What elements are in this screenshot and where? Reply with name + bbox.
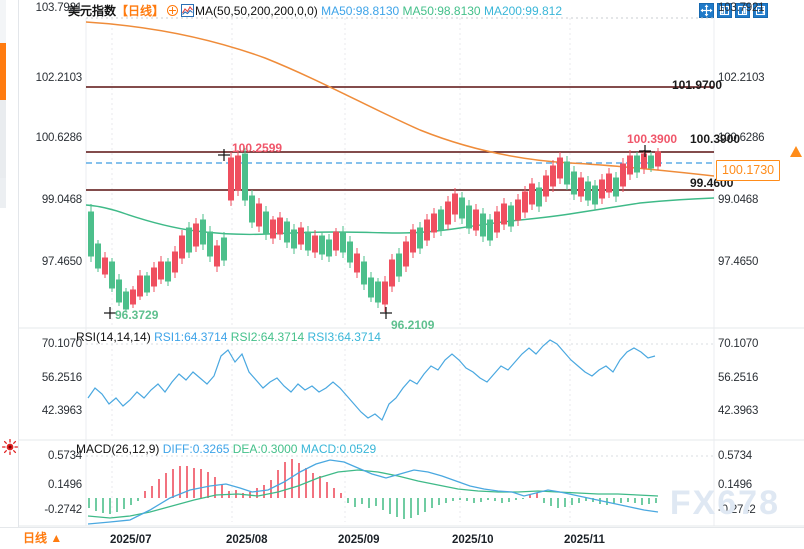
macd-dea-line (87, 469, 659, 519)
chart-header-legend: 美元指数【日线】 MA(50,50,200,200,0,0) MA50:98.81… (68, 4, 562, 18)
price-axis-right-2: 100.6286 (718, 132, 765, 144)
rsi-axis-right-1: 56.2516 (718, 372, 759, 384)
rail-segment-grey-mid (0, 100, 6, 178)
ma200-line (86, 21, 714, 177)
swing-high-marker (218, 149, 230, 161)
ma-formula-label: MA(50,50,200,200,0,0) (195, 4, 318, 18)
time-axis-bar (0, 527, 804, 549)
current-price-tag[interactable]: 100.1730 (716, 160, 781, 181)
macd-histogram (88, 459, 657, 519)
ma50-value-2: MA50:98.8130 (402, 4, 481, 18)
time-axis-label-1: 2025/08 (226, 534, 268, 546)
macd-axis-left-1: 0.1496 (48, 479, 82, 491)
macd-diff-value: DIFF:0.3265 (162, 442, 230, 456)
rsi-plot (86, 339, 714, 421)
price-axis-left-0: 103.7921 (35, 2, 83, 14)
rsi-axis-left-0: 70.1070 (41, 338, 82, 350)
time-axis-label-3: 2025/10 (452, 534, 494, 546)
time-axis-label-4: 2025/11 (564, 534, 605, 546)
chart-toolbar (699, 3, 768, 18)
ma50-line (86, 197, 714, 236)
swing-low-marker-mid (380, 307, 392, 319)
rail-segment-orange (0, 43, 6, 100)
line-label-101-97: 101.9700 (672, 78, 723, 92)
macd-title: MACD(26,12,9) (76, 442, 160, 456)
rsi-axis-left-2: 42.3963 (41, 405, 82, 417)
crosshair-move-button[interactable] (699, 3, 714, 18)
swing-low-mid-label: 96.2109 (391, 318, 435, 332)
left-sidebar-rail (0, 0, 19, 549)
rsi2-value: RSI2:64.3714 (230, 330, 305, 344)
price-axis-left-4: 97.4650 (41, 256, 82, 268)
macd-dea-value: DEA:0.3000 (232, 442, 298, 456)
price-tag-arrow-icon (790, 146, 802, 157)
footer-period-label[interactable]: 日线 ▲ (23, 531, 63, 545)
rsi-title: RSI(14,14,14) (76, 330, 151, 344)
rsi-line (87, 339, 656, 421)
macd-value: MACD:0.0529 (300, 442, 377, 456)
macd-axis-right-1: 0.1496 (718, 479, 752, 491)
resistance-label-red: 100.3900 (627, 132, 678, 146)
rsi3-value: RSI3:64.3714 (307, 330, 381, 344)
candlestick-series (88, 148, 661, 312)
alert-sun-icon[interactable] (2, 439, 18, 455)
swing-low-left-label: 96.3729 (115, 308, 159, 322)
macd-plot (86, 455, 714, 525)
price-axis-right-1: 102.2103 (718, 72, 765, 84)
period-label: 【日线】 (116, 4, 165, 18)
price-axis-left-1: 102.2103 (35, 72, 83, 84)
macd-axis-left-0: 0.5734 (48, 450, 82, 462)
price-axis-right-0: 103.7921 (718, 2, 765, 14)
macd-axis-right-2: -0.2742 (718, 504, 756, 516)
rail-segment-grey-top (0, 0, 6, 43)
crosshair-circle-icon[interactable] (167, 5, 179, 16)
price-axis-left-3: 99.0468 (41, 194, 82, 206)
macd-axis-right-0: 0.5734 (718, 450, 752, 462)
rsi-legend: RSI(14,14,14) RSI1:64.3714 RSI2:64.3714 … (76, 330, 381, 344)
rsi1-value: RSI1:64.3714 (154, 330, 228, 344)
expand-right-button[interactable] (753, 3, 768, 18)
rail-segment-grey-low (0, 178, 6, 208)
price-axis-right-4: 97.4650 (718, 256, 759, 268)
scale-right-button[interactable] (735, 3, 750, 18)
price-axis-right-3: 99.0468 (718, 194, 759, 206)
ma200-value: MA200:99.812 (483, 4, 562, 18)
time-axis-label-0: 2025/07 (110, 534, 152, 546)
ma-indicator-icon[interactable] (181, 4, 195, 17)
rsi-axis-right-2: 42.3963 (718, 405, 759, 417)
time-axis-label-2: 2025/09 (338, 534, 380, 546)
rsi-axis-right-0: 70.1070 (718, 338, 759, 350)
macd-legend: MACD(26,12,9) DIFF:0.3265 DEA:0.3000 MAC… (76, 442, 376, 456)
symbol-name: 美元指数 (68, 4, 117, 18)
swing-low-marker-left (104, 307, 116, 319)
price-axis-left-2: 100.6286 (35, 132, 83, 144)
last-candle-marker (639, 145, 651, 157)
resistance-label-dark: 100.3900 (690, 132, 741, 146)
scale-left-button[interactable] (717, 3, 732, 18)
macd-diff-line (87, 459, 659, 525)
swing-high-label: 100.2599 (232, 141, 283, 155)
rsi-axis-left-1: 56.2516 (41, 372, 82, 384)
brand-watermark: FX678 (669, 484, 780, 522)
macd-axis-left-2: -0.2742 (44, 504, 82, 516)
ma50-value-1: MA50:98.8130 (321, 4, 400, 18)
